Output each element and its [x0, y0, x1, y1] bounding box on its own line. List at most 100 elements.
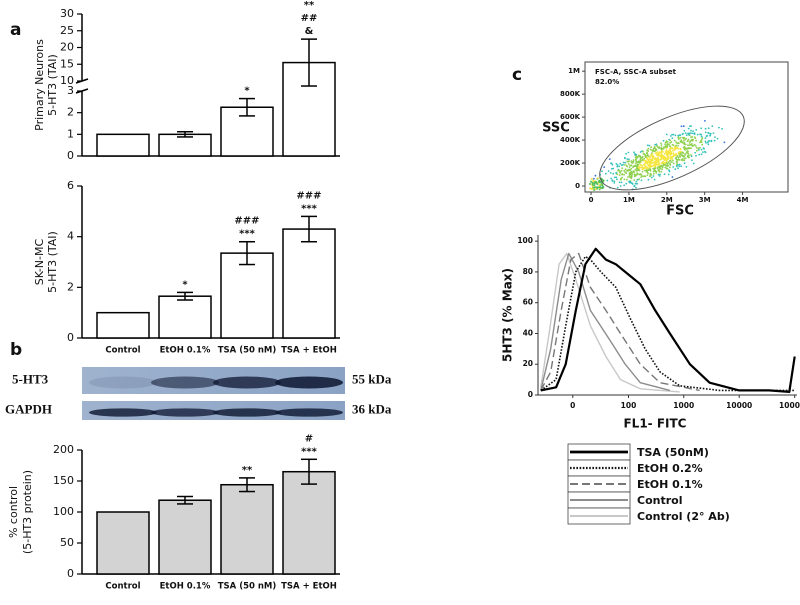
- y-tick-label: 20: [523, 359, 533, 368]
- event-dot: [691, 136, 694, 138]
- event-dot: [647, 172, 649, 175]
- event-dot: [635, 173, 638, 176]
- legend-label: Control (2° Ab): [637, 510, 730, 523]
- event-dot: [616, 173, 619, 176]
- event-dot: [619, 171, 621, 174]
- event-dot: [649, 174, 652, 177]
- event-dot: [681, 159, 684, 162]
- event-dot: [674, 148, 677, 150]
- y-axis-label: 5-HT3 (TAI): [46, 231, 59, 293]
- event-dot: [692, 144, 695, 147]
- event-dot: [701, 137, 704, 140]
- event-dot: [613, 180, 616, 183]
- event-dot: [660, 152, 662, 155]
- plot-frame: [537, 235, 797, 396]
- event-dot: [651, 157, 654, 160]
- event-dot: [706, 134, 709, 137]
- event-dot: [610, 177, 612, 180]
- event-dot: [643, 153, 646, 156]
- event-dot: [690, 155, 693, 158]
- event-dot: [702, 151, 704, 154]
- event-dot: [700, 135, 703, 138]
- event-dot: [648, 160, 651, 163]
- event-dot: [589, 180, 592, 183]
- event-dot: [674, 146, 677, 149]
- event-dot: [688, 147, 691, 150]
- event-dot: [709, 132, 712, 135]
- event-dot: [674, 154, 677, 157]
- event-dot: [663, 173, 666, 176]
- event-dot: [601, 187, 604, 190]
- event-dot: [653, 170, 656, 172]
- event-dot: [678, 163, 681, 166]
- event-dot: [651, 155, 654, 158]
- event-dot: [687, 156, 690, 159]
- event-dot: [598, 184, 601, 187]
- series-line: [540, 252, 700, 392]
- event-dot: [640, 179, 643, 182]
- event-dot: [652, 159, 654, 162]
- event-dot: [593, 181, 596, 184]
- event-dot: [696, 133, 699, 136]
- event-dot: [664, 143, 666, 146]
- event-dot: [629, 173, 631, 175]
- event-dot: [628, 180, 630, 183]
- event-dot: [643, 157, 646, 160]
- event-dot: [693, 143, 696, 146]
- event-dot: [657, 166, 659, 169]
- event-dot: [661, 161, 664, 164]
- legend-label: Control: [637, 494, 682, 507]
- event-dot: [666, 153, 669, 156]
- event-dot: [631, 183, 634, 185]
- event-dot: [593, 177, 595, 180]
- event-dot: [721, 127, 723, 130]
- event-dot: [665, 147, 668, 150]
- event-dot: [625, 170, 628, 172]
- gate: [599, 105, 745, 191]
- event-dot: [700, 148, 703, 151]
- y-tick-label: 200: [53, 443, 74, 456]
- event-dot: [704, 150, 706, 153]
- event-dot: [670, 155, 672, 158]
- event-dot: [686, 151, 688, 154]
- event-dot: [638, 162, 641, 164]
- series-line: [540, 255, 794, 392]
- event-dot: [675, 147, 678, 150]
- event-dot: [690, 147, 692, 150]
- y-tick-label: 4: [67, 230, 74, 243]
- event-dot: [667, 173, 670, 176]
- event-dot: [684, 153, 686, 156]
- event-dot: [646, 144, 649, 147]
- event-dot: [635, 167, 638, 170]
- event-dot: [592, 179, 595, 182]
- event-dot: [658, 146, 661, 149]
- event-dot: [593, 189, 596, 191]
- error-bar: [301, 215, 317, 243]
- event-dot: [672, 159, 674, 162]
- event-dot: [688, 144, 691, 147]
- event-dot: [664, 166, 667, 169]
- event-dot: [623, 173, 625, 176]
- gate-label: 82.0%: [595, 78, 619, 86]
- event-dot: [590, 177, 593, 180]
- event-dot: [632, 160, 635, 163]
- event-dot: [677, 136, 680, 139]
- event-dot: [682, 152, 685, 155]
- event-dot: [671, 161, 673, 164]
- y-tick-label: 6: [67, 179, 74, 192]
- event-dot: [622, 163, 624, 166]
- blot-band: [275, 376, 343, 389]
- event-dot: [633, 171, 636, 173]
- event-dot: [612, 167, 615, 170]
- event-dot: [653, 157, 656, 160]
- y-tick-label: 800K: [560, 90, 581, 98]
- event-dot: [684, 132, 687, 135]
- event-dot: [647, 155, 650, 158]
- x-tick-label: 100000: [779, 401, 800, 410]
- event-dot: [644, 167, 646, 170]
- event-dot: [707, 140, 710, 143]
- event-dot: [666, 141, 669, 143]
- x-tick-label: 2M: [661, 196, 673, 204]
- y-tick-label: 100: [53, 505, 74, 518]
- event-dot: [673, 139, 676, 142]
